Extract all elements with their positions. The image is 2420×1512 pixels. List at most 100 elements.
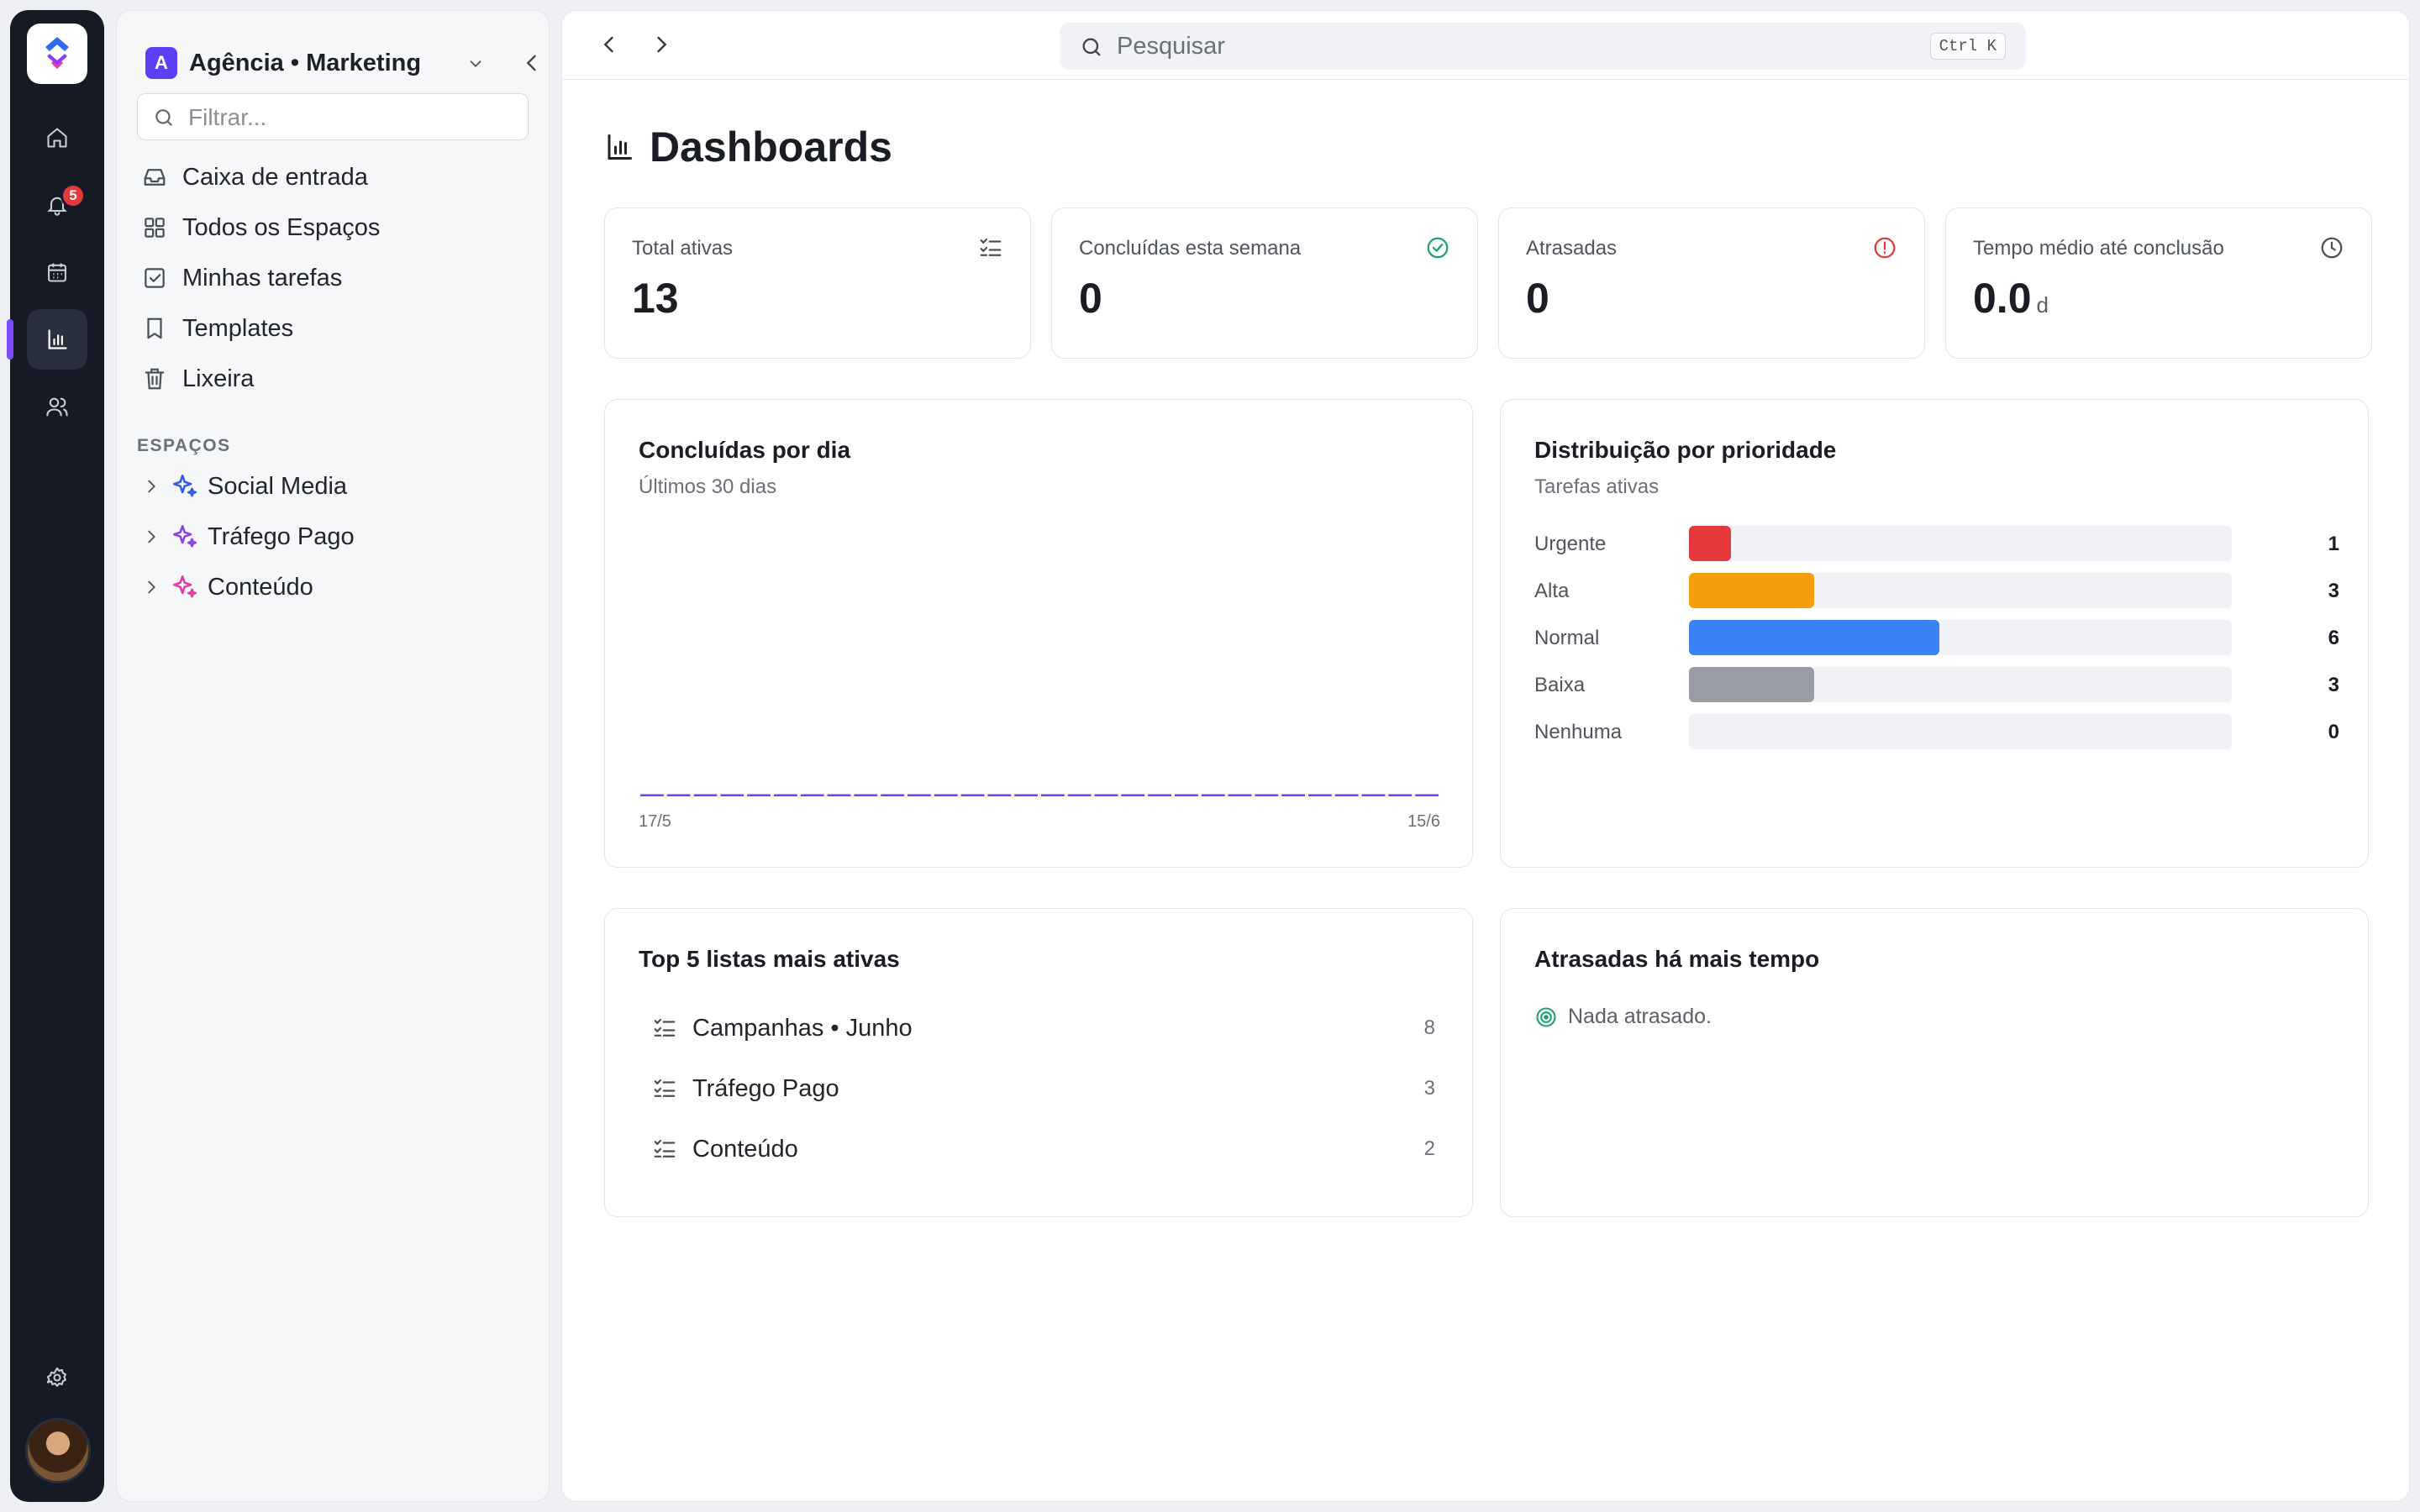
users-icon: [45, 395, 69, 418]
priority-count: 3: [2328, 580, 2339, 602]
workspace-switcher[interactable]: A Agência • Marketing: [145, 36, 536, 90]
priority-label: Alta: [1534, 580, 1570, 602]
chart-title: Concluídas por dia: [639, 437, 851, 463]
grid-icon: [142, 215, 167, 240]
daily-bar: [1094, 794, 1118, 796]
priority-bar-fill: [1689, 573, 1814, 608]
spaces-section-label: ESPAÇOS: [137, 436, 231, 455]
bell-icon: [45, 193, 69, 217]
priority-row: Nenhuma 0: [1534, 714, 2339, 749]
chevron-right-icon[interactable]: [142, 578, 160, 596]
daily-bar: [1067, 794, 1092, 796]
daily-bar: [1201, 794, 1225, 796]
logo-icon: [45, 37, 69, 70]
rail-team[interactable]: [27, 376, 87, 437]
daily-bar: [1121, 794, 1145, 796]
daily-bar: [720, 794, 744, 796]
daily-bar: [987, 794, 1012, 796]
nav-my-tasks[interactable]: Minhas tarefas: [142, 256, 529, 300]
empty-state-text: Nada atrasado.: [1568, 1005, 1712, 1028]
user-avatar[interactable]: [25, 1418, 91, 1483]
x-tick-label: 17/5: [639, 812, 671, 831]
stat-card-overdue: Atrasadas 0: [1498, 207, 1925, 359]
top-list-row[interactable]: Tráfego Pago 3: [652, 1068, 1435, 1109]
space-social-media[interactable]: Social Media: [142, 465, 529, 508]
top-list-count: 3: [1423, 1077, 1435, 1100]
chevron-right-icon[interactable]: [142, 477, 160, 496]
daily-bar: [1281, 794, 1305, 796]
rail-home[interactable]: [27, 108, 87, 168]
chevron-right-icon[interactable]: [142, 528, 160, 546]
priority-distribution-card: Distribuição por prioridade Tarefas ativ…: [1500, 399, 2369, 868]
stat-value: 0.0 d: [1973, 274, 2049, 323]
nav-all-spaces[interactable]: Todos os Espaços: [142, 206, 529, 249]
nav-inbox[interactable]: Caixa de entrada: [142, 155, 529, 199]
filter-input[interactable]: [188, 101, 516, 134]
top-list-row[interactable]: Campanhas • Junho 8: [652, 1008, 1435, 1048]
stat-value: 13: [632, 275, 679, 322]
back-arrow-icon[interactable]: [597, 33, 621, 56]
nav-trash[interactable]: Lixeira: [142, 357, 529, 401]
sparkles-icon: [171, 573, 199, 601]
topbar: Ctrl K: [562, 11, 2409, 80]
priority-label: Normal: [1534, 627, 1600, 649]
list-check-icon: [652, 1016, 677, 1041]
rail-calendar[interactable]: [27, 242, 87, 302]
top-list-count: 2: [1423, 1137, 1435, 1160]
calendar-icon: [45, 260, 69, 284]
daily-bar: [1308, 794, 1332, 796]
app-rail: 5: [7, 10, 104, 1502]
top-list-name: Tráfego Pago: [692, 1074, 839, 1102]
search-input[interactable]: [1117, 29, 1873, 63]
daily-bar: [693, 794, 718, 796]
stat-value: 0: [1079, 275, 1102, 322]
rail-settings[interactable]: [27, 1347, 87, 1408]
app-logo[interactable]: [27, 24, 87, 84]
priority-bar-track: [1689, 667, 2232, 702]
priority-label: Urgente: [1534, 533, 1607, 555]
space-trafego-pago[interactable]: Tráfego Pago: [142, 515, 529, 559]
stat-card-completed-week: Concluídas esta semana 0: [1051, 207, 1478, 359]
top-lists-title: Top 5 listas mais ativas: [639, 946, 900, 972]
priority-count: 0: [2328, 721, 2339, 743]
global-search[interactable]: Ctrl K: [1060, 23, 2026, 70]
space-conteudo[interactable]: Conteúdo: [142, 565, 529, 609]
priority-row: Urgente 1: [1534, 526, 2339, 561]
sparkles-icon: [171, 522, 199, 551]
chart-subtitle: Últimos 30 dias: [639, 475, 777, 498]
daily-bar: [666, 794, 691, 796]
search-icon: [1080, 35, 1103, 59]
chevron-down-icon: [466, 55, 485, 73]
collapse-sidebar-icon[interactable]: [520, 51, 544, 75]
overdue-card: Atrasadas há mais tempo Nada atrasado.: [1500, 908, 2369, 1217]
priority-bar-track: [1689, 714, 2232, 749]
daily-bar: [1415, 794, 1439, 796]
sparkles-icon: [171, 472, 199, 501]
priority-bar-track: [1689, 573, 2232, 608]
top-list-row[interactable]: Conteúdo 2: [652, 1129, 1435, 1169]
daily-bar: [934, 794, 958, 796]
daily-bar: [1228, 794, 1252, 796]
overdue-title: Atrasadas há mais tempo: [1534, 946, 1820, 972]
daily-bar: [827, 794, 851, 796]
top-lists-card: Top 5 listas mais ativas Campanhas • Jun…: [604, 908, 1473, 1217]
forward-arrow-icon[interactable]: [650, 33, 673, 56]
workspace-name: Agência • Marketing: [189, 50, 422, 76]
stat-unit: d: [2036, 292, 2049, 318]
daily-completed-chart: 17/5 15/6: [639, 794, 1440, 831]
list-check-icon: [652, 1137, 677, 1162]
rail-notifications[interactable]: 5: [27, 175, 87, 235]
priority-bar-fill: [1689, 620, 1939, 655]
stat-card-total-active: Total ativas 13: [604, 207, 1031, 359]
priority-bar-fill: [1689, 526, 1731, 561]
filter-field[interactable]: [137, 93, 529, 140]
daily-bar: [1148, 794, 1171, 796]
stat-label: Tempo médio até conclusão: [1973, 237, 2224, 260]
priority-bar-track: [1689, 526, 2232, 561]
nav-templates[interactable]: Templates: [142, 307, 529, 350]
alert-circle-icon: [1872, 235, 1897, 260]
rail-dashboards[interactable]: [27, 309, 87, 370]
list-check-icon: [652, 1076, 677, 1101]
target-icon: [1534, 1005, 1558, 1029]
daily-bar: [1334, 794, 1359, 796]
